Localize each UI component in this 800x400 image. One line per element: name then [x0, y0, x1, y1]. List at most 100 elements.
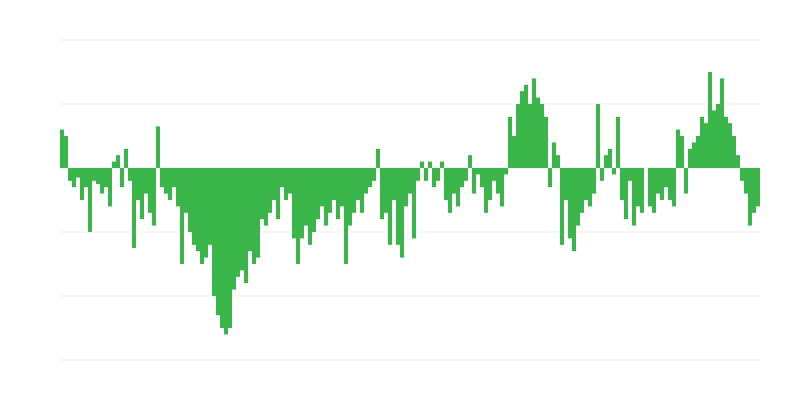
bar	[332, 168, 336, 200]
bar	[216, 168, 220, 316]
bar	[136, 168, 140, 200]
bar	[204, 168, 208, 258]
bar	[96, 168, 100, 184]
bar	[632, 168, 636, 226]
bar	[352, 168, 356, 213]
bar	[652, 168, 656, 213]
bar	[528, 104, 532, 168]
bar	[60, 129, 64, 168]
bar	[292, 168, 296, 239]
bar	[304, 168, 308, 226]
bar	[412, 168, 416, 239]
bar	[576, 168, 580, 226]
bar	[676, 129, 680, 168]
bar	[268, 168, 272, 213]
bar	[672, 168, 676, 207]
bar	[580, 168, 584, 213]
bar	[720, 78, 724, 168]
bar	[360, 168, 364, 213]
bar	[616, 116, 620, 168]
bar	[664, 168, 668, 188]
bar	[340, 168, 344, 207]
bar	[236, 168, 240, 277]
bar	[512, 136, 516, 168]
bar	[336, 168, 340, 220]
bar	[604, 155, 608, 168]
bar	[480, 168, 484, 188]
bar	[600, 168, 604, 181]
bar	[356, 168, 360, 200]
bar	[536, 97, 540, 168]
bar	[472, 168, 476, 194]
bar	[128, 168, 132, 181]
bar	[708, 72, 712, 168]
bar	[656, 168, 660, 194]
bar	[212, 168, 216, 296]
bar	[552, 142, 556, 168]
bar	[736, 155, 740, 168]
bar	[416, 168, 420, 181]
bar	[448, 168, 452, 213]
bar	[404, 168, 408, 207]
bar	[680, 136, 684, 168]
bar	[468, 155, 472, 168]
bar	[280, 168, 284, 188]
bar	[296, 168, 300, 264]
bar	[272, 168, 276, 200]
bar	[476, 168, 480, 175]
bar	[196, 168, 200, 252]
bar	[168, 168, 172, 200]
bar	[400, 168, 404, 258]
bar	[308, 168, 312, 245]
bar	[628, 168, 632, 181]
bar	[464, 168, 468, 181]
bar	[252, 168, 256, 264]
bar	[224, 168, 228, 335]
bar	[408, 168, 412, 194]
bar	[144, 168, 148, 194]
bar	[444, 168, 448, 200]
bar	[80, 168, 84, 200]
bar	[316, 168, 320, 220]
bar	[264, 168, 268, 226]
bar	[696, 136, 700, 168]
bar	[716, 104, 720, 168]
bar	[188, 168, 192, 232]
bar	[648, 168, 652, 207]
bar	[276, 168, 280, 220]
bar	[460, 168, 464, 188]
bar	[232, 168, 236, 290]
bar	[396, 168, 400, 245]
bar	[452, 168, 456, 194]
bar	[260, 168, 264, 220]
bar	[376, 148, 380, 168]
bar	[752, 168, 756, 213]
bar	[372, 168, 376, 181]
bar	[428, 161, 432, 168]
bar	[92, 168, 96, 181]
bar	[700, 116, 704, 168]
bar	[488, 168, 492, 200]
bar	[248, 168, 252, 252]
bar	[740, 168, 744, 181]
bar	[368, 168, 372, 188]
bar	[160, 168, 164, 188]
bar	[244, 168, 248, 284]
bar	[732, 136, 736, 168]
bar	[380, 168, 384, 220]
bar	[636, 168, 640, 207]
bar	[388, 168, 392, 245]
bar	[64, 136, 68, 168]
bar	[392, 168, 396, 200]
bar	[72, 168, 76, 188]
bar	[288, 168, 292, 194]
bar	[524, 84, 528, 168]
bar	[484, 168, 488, 213]
bar	[116, 155, 120, 168]
bar	[556, 155, 560, 168]
bar	[456, 168, 460, 207]
bar	[324, 168, 328, 226]
bar	[344, 168, 348, 264]
